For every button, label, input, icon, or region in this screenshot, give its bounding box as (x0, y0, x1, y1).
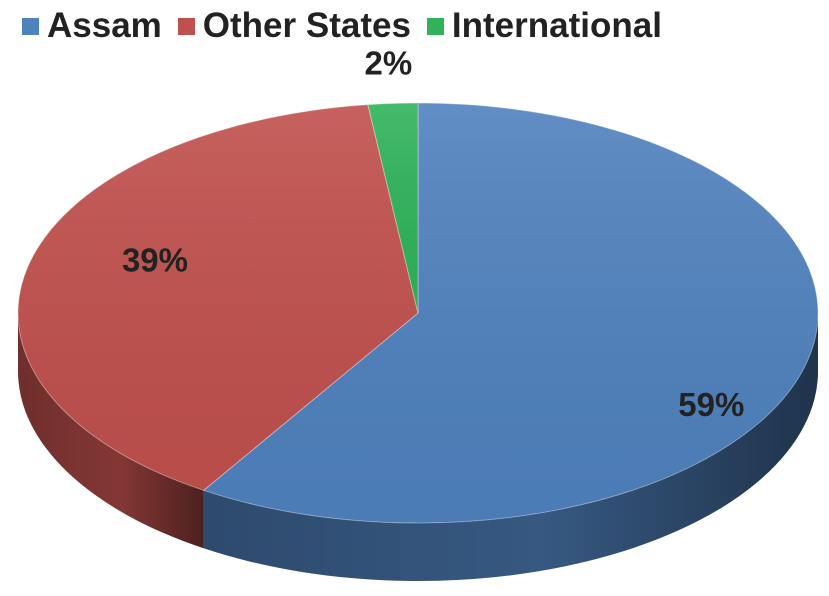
legend-swatch-assam (22, 17, 39, 35)
pie-tops (17, 102, 819, 524)
data-label-other-states: 39% (122, 241, 188, 278)
legend: Assam Other States International (22, 4, 678, 48)
pie-sides (18, 313, 818, 581)
pie-labels: 59% 39% 2% (122, 44, 744, 423)
legend-swatch-other-states (177, 17, 195, 35)
pie-slice-shading-assam (203, 103, 818, 523)
data-label-international: 2% (365, 44, 413, 81)
legend-label-international: International (451, 6, 662, 45)
data-label-assam: 59% (678, 386, 744, 423)
pie-slice-shading-other-states (17, 104, 419, 491)
legend-label-assam: Assam (47, 6, 162, 45)
legend-item-international: International (426, 6, 662, 46)
legend-label-other-states: Other States (202, 6, 411, 45)
legend-item-assam: Assam (22, 6, 162, 46)
legend-item-other-states: Other States (177, 6, 411, 46)
legend-swatch-international (426, 17, 444, 35)
pie-side-shading-assam (203, 313, 818, 581)
pie-slice-shading-international (367, 103, 418, 313)
pie-side-shading-other-states (18, 313, 204, 549)
